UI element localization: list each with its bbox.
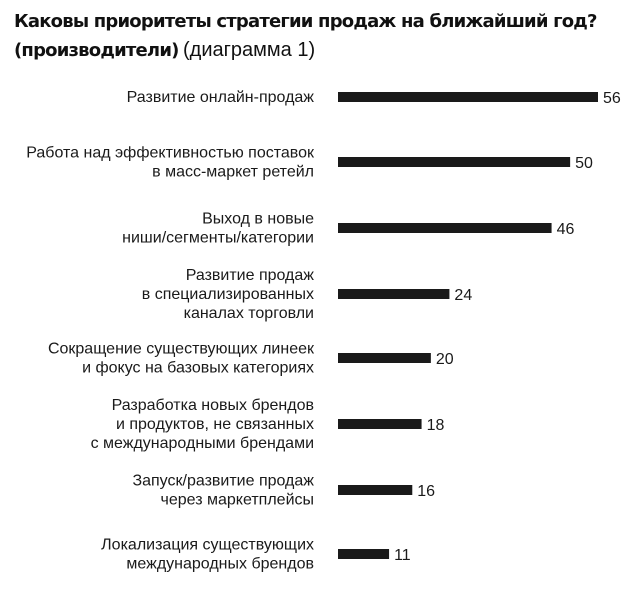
category-label: Локализация существующих международных бр… [101,537,314,573]
category-label: Развитие продаж в специализированных канал… [142,267,315,322]
chart-title: Каковы приоритеты стратегии продаж на бл… [14,11,597,32]
chart-subtitle: (диаграмма 1) [183,39,316,61]
category-label-line: Выход в новые [202,211,314,228]
category-label-line: ниши/сегменты/категории [122,230,314,247]
category-label-line: Развитие онлайн-продаж [127,89,315,106]
bar [338,92,598,102]
category-label: Развитие онлайн-продаж [127,89,315,106]
bar [338,289,450,299]
category-label-line: и фокус на базовых категориях [82,360,314,377]
category-label: Разработка новых брендов и продуктов, не … [91,397,314,452]
value-label: 16 [417,483,435,500]
category-label-line: через маркетплейсы [161,492,314,509]
value-label: 20 [436,351,454,368]
category-label-line: Локализация существующих [101,537,314,554]
value-label: 18 [427,417,445,434]
category-label: Работа над эффективностью поставок в масс… [26,145,315,181]
category-label-line: Запуск/развитие продаж [132,473,314,490]
value-label: 56 [603,90,621,107]
bar [338,223,552,233]
value-label: 46 [557,221,575,238]
chart-subtitle-bold: (производители) [14,40,179,61]
category-label: Выход в новые ниши/сегменты/категории [122,211,314,247]
category-label-line: Разработка новых брендов [112,397,314,414]
bar [338,419,422,429]
value-label: 11 [394,547,411,564]
category-label-line: в масс-маркет ретейл [152,164,314,181]
category-label-line: Сокращение существующих линеек [48,341,315,358]
category-label-line: с международными брендами [91,435,314,452]
bar [338,157,571,167]
category-label-line: и продуктов, не связанных [116,416,314,433]
category-label: Сокращение существующих линеек и фокус на… [48,341,315,377]
category-label-line: Развитие продаж [186,267,315,284]
bar [338,353,431,363]
category-label-line: международных брендов [126,556,314,573]
category-label-line: Работа над эффективностью поставок [26,145,315,162]
chart-title-block: Каковы приоритеты стратегии продаж на бл… [14,8,634,66]
bar [338,485,413,495]
category-label-line: в специализированных [142,286,314,303]
value-label: 24 [454,287,472,304]
bar [338,549,390,559]
category-label-line: каналах торговли [184,305,314,322]
category-label: Запуск/развитие продаж через маркетплейсы [132,473,314,509]
value-label: 50 [575,155,593,172]
